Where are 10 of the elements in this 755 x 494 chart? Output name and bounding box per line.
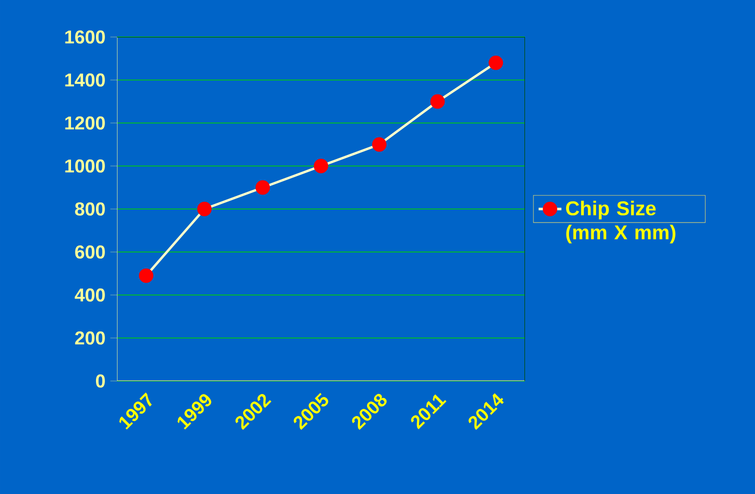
legend-label: Chip Size (mm X mm): [566, 200, 676, 244]
y-tick-label: 1400: [65, 73, 105, 87]
y-tick-label: 0: [96, 374, 105, 388]
y-tick-label: 400: [74, 288, 105, 302]
y-tick-label: 1000: [65, 159, 105, 173]
y-tick-label: 200: [75, 331, 105, 345]
y-tick-label: 600: [75, 245, 105, 259]
y-tick-label: 1600: [65, 30, 105, 44]
y-tick-label: 1200: [65, 116, 105, 130]
y-tick-label: 800: [75, 202, 105, 216]
